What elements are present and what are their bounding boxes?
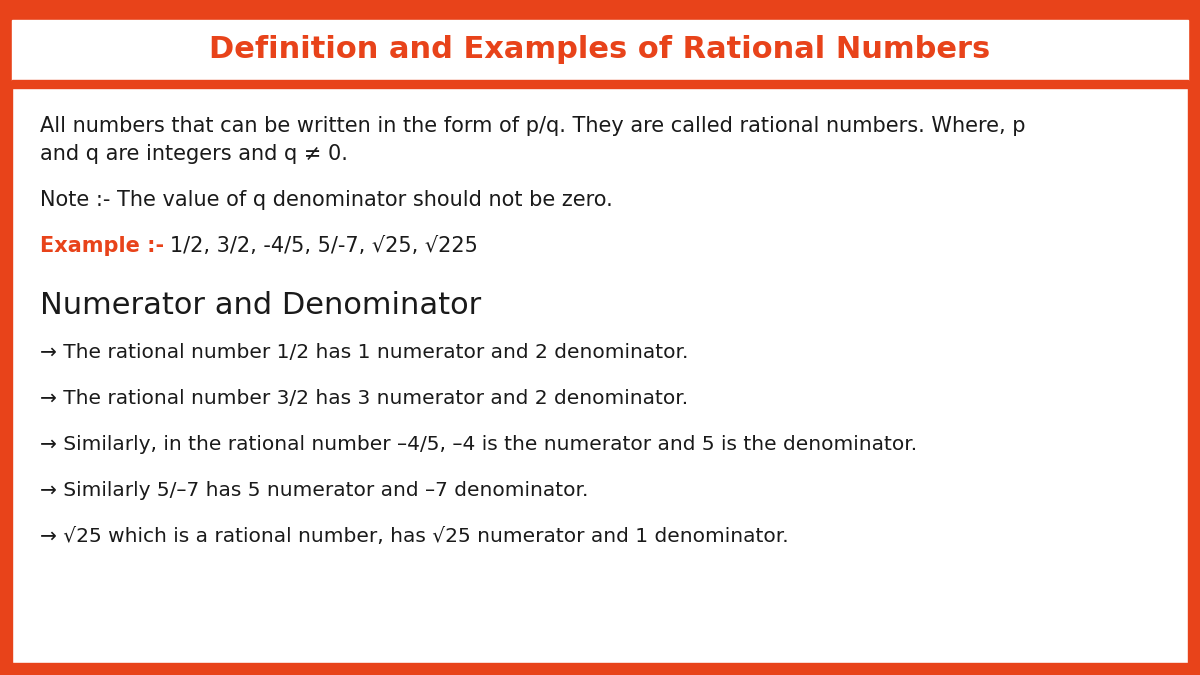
Text: → Similarly 5/–7 has 5 numerator and –7 denominator.: → Similarly 5/–7 has 5 numerator and –7 … [40,481,588,500]
Text: → √25 which is a rational number, has √25 numerator and 1 denominator.: → √25 which is a rational number, has √2… [40,527,788,546]
Text: Example :-: Example :- [40,236,164,256]
Text: Note :- The value of q denominator should not be zero.: Note :- The value of q denominator shoul… [40,190,613,210]
Text: → The rational number 3/2 has 3 numerator and 2 denominator.: → The rational number 3/2 has 3 numerato… [40,389,688,408]
Bar [12,12,1188,20]
Bar [0,0,1200,12]
Bar [12,20,1188,80]
Text: Numerator and Denominator: Numerator and Denominator [40,291,481,320]
Bar [12,80,1188,88]
Text: All numbers that can be written in the form of p/q. They are called rational num: All numbers that can be written in the f… [40,116,1026,136]
Text: Definition and Examples of Rational Numbers: Definition and Examples of Rational Numb… [209,36,991,65]
Bar [0,0,12,675]
Text: → Similarly, in the rational number –4/5, –4 is the numerator and 5 is the denom: → Similarly, in the rational number –4/5… [40,435,917,454]
Text: 1/2, 3/2, -4/5, 5/-7, √25, √225: 1/2, 3/2, -4/5, 5/-7, √25, √225 [150,236,478,256]
Text: → The rational number 1/2 has 1 numerator and 2 denominator.: → The rational number 1/2 has 1 numerato… [40,343,689,362]
Text: and q are integers and q ≠ 0.: and q are integers and q ≠ 0. [40,144,348,164]
Bar [1188,0,1200,675]
Bar [0,663,1200,675]
